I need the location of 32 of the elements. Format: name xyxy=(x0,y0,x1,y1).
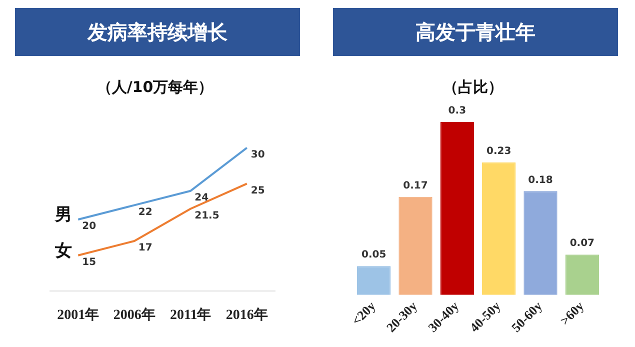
series-label: 男 xyxy=(54,204,72,225)
chart-title: 发病率持续增长 xyxy=(15,8,300,56)
bar xyxy=(357,266,391,295)
data-label: 0.07 xyxy=(570,238,595,250)
bar xyxy=(398,196,432,295)
data-label: 20 xyxy=(82,221,96,232)
bar xyxy=(565,254,599,295)
data-label: 0.05 xyxy=(361,250,386,261)
data-label: 21.5 xyxy=(194,210,220,222)
data-label: 0.23 xyxy=(486,146,512,157)
bar xyxy=(482,162,516,295)
x-tick-label: 2016年 xyxy=(226,307,268,324)
data-label: 15 xyxy=(82,256,96,268)
x-tick-label: 2011年 xyxy=(170,307,212,324)
data-label: 0.18 xyxy=(528,174,553,186)
data-label: 30 xyxy=(250,149,265,160)
data-label: 0.17 xyxy=(403,180,428,192)
chart-title: 高发于青壮年 xyxy=(333,8,618,56)
chart-subtitle: （占比） xyxy=(442,78,504,97)
x-tick-label: 2006年 xyxy=(113,307,156,324)
bar xyxy=(440,122,474,295)
series-label: 女 xyxy=(54,240,72,261)
data-label: 0.3 xyxy=(448,106,466,117)
x-tick-label: >60y xyxy=(557,298,588,328)
x-tick-label: <20y xyxy=(348,298,379,328)
data-label: 22 xyxy=(138,206,152,218)
bar xyxy=(524,191,558,295)
data-label: 24 xyxy=(194,192,209,204)
data-label: 17 xyxy=(138,242,152,254)
data-label: 25 xyxy=(250,185,265,196)
chart-subtitle: （人/10万每年） xyxy=(96,78,214,97)
x-tick-label: 2001年 xyxy=(57,307,100,324)
